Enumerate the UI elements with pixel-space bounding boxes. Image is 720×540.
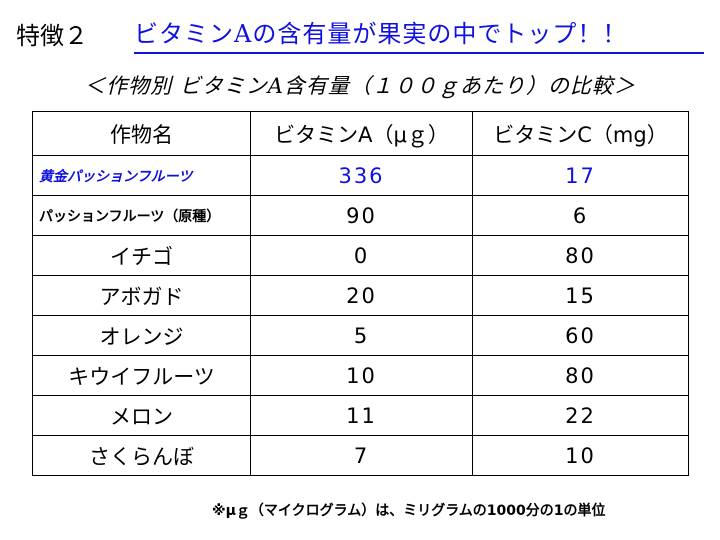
crop-name-cell: 黄金パッションフルーツ <box>32 155 251 196</box>
table-row: キウイフルーツ 10 80 <box>32 355 689 396</box>
page-title: ビタミンAの含有量が果実の中でトップ！！ <box>134 14 704 54</box>
crop-name-cell: アボガド <box>32 275 251 316</box>
vitamin-a-cell: 10 <box>250 355 473 396</box>
vitamin-a-cell: 11 <box>250 395 473 436</box>
vitamin-c-cell: 15 <box>472 275 689 316</box>
vitamin-c-cell: 17 <box>472 155 689 196</box>
crop-name-cell: キウイフルーツ <box>32 355 251 396</box>
vitamin-c-cell: 6 <box>472 195 689 236</box>
crop-name-cell: さくらんぼ <box>32 435 251 476</box>
header-crop-name: 作物名 <box>32 111 251 156</box>
table-row: さくらんぼ 7 10 <box>32 435 689 476</box>
footnote: ※μｇ（マイクログラム）は、ミリグラムの1000分の1の単位 <box>212 503 606 519</box>
vitamin-a-cell: 336 <box>250 155 473 196</box>
vitamin-c-cell: 10 <box>472 435 689 476</box>
vitamin-a-cell: 5 <box>250 315 473 356</box>
crop-name-cell: パッションフルーツ（原種） <box>32 195 251 236</box>
vitamin-comparison-table: 作物名 ビタミンA（μｇ） ビタミンC（mg） 黄金パッションフルーツ 336 … <box>32 111 689 476</box>
vitamin-c-cell: 60 <box>472 315 689 356</box>
crop-name-cell: オレンジ <box>32 315 251 356</box>
table-row: イチゴ 0 80 <box>32 235 689 276</box>
vitamin-a-cell: 7 <box>250 435 473 476</box>
table-row: パッションフルーツ（原種） 90 6 <box>32 195 689 236</box>
feature-label: 特徴２ <box>16 22 88 50</box>
header-vitamin-a: ビタミンA（μｇ） <box>250 111 473 156</box>
crop-name-cell: イチゴ <box>32 235 251 276</box>
table-row: アボガド 20 15 <box>32 275 689 316</box>
table-caption: ＜作物別 ビタミンA含有量（１００ｇあたり）の比較＞ <box>84 74 636 98</box>
table-row: 黄金パッションフルーツ 336 17 <box>32 155 689 196</box>
crop-name-cell: メロン <box>32 395 251 436</box>
vitamin-c-cell: 80 <box>472 235 689 276</box>
vitamin-c-cell: 80 <box>472 355 689 396</box>
vitamin-a-cell: 90 <box>250 195 473 236</box>
table-header-row: 作物名 ビタミンA（μｇ） ビタミンC（mg） <box>32 111 689 156</box>
vitamin-a-cell: 20 <box>250 275 473 316</box>
table-row: オレンジ 5 60 <box>32 315 689 356</box>
table-row: メロン 11 22 <box>32 395 689 436</box>
vitamin-c-cell: 22 <box>472 395 689 436</box>
header-vitamin-c: ビタミンC（mg） <box>472 111 689 156</box>
vitamin-a-cell: 0 <box>250 235 473 276</box>
slide-heading: 特徴２ ビタミンAの含有量が果実の中でトップ！！ <box>16 12 706 54</box>
